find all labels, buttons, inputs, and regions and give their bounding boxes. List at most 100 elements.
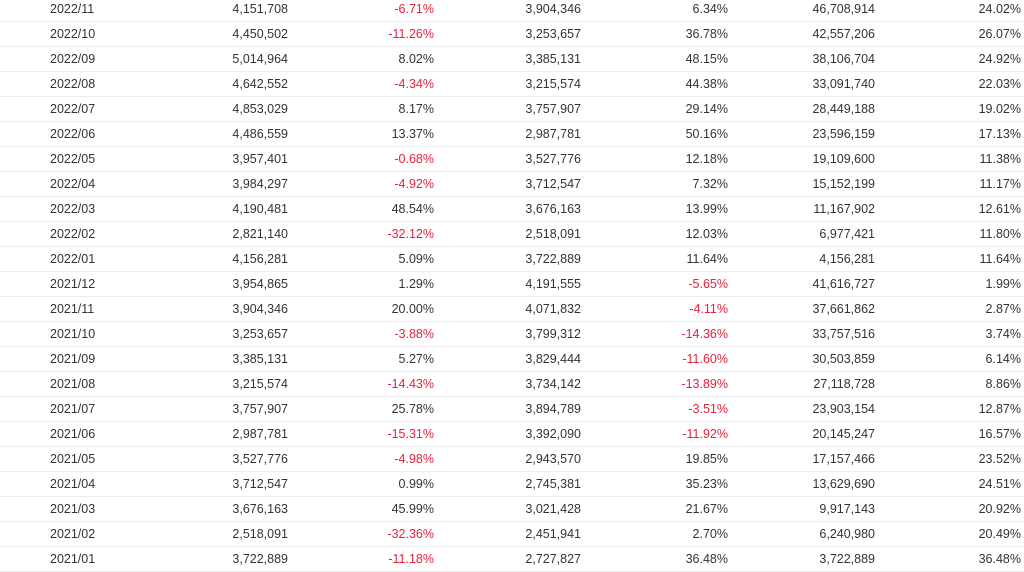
percent-1-cell: -6.71% <box>394 2 434 16</box>
percent-1-cell: -4.34% <box>394 77 434 91</box>
table-row: 2022/02 2,821,140 -32.12% 2,518,091 12.03% 6,… <box>0 222 1024 247</box>
percent-2-cell: 19.85% <box>685 452 728 466</box>
percent-2-cell: 50.16% <box>685 127 728 141</box>
percent-1-cell: 13.37% <box>391 127 434 141</box>
percent-1-cell: 20.00% <box>391 302 434 316</box>
month-cell: 2021/01 <box>50 552 96 566</box>
table-row: 2022/07 4,853,029 8.17% 3,757,907 29.14% 28,4… <box>0 97 1024 122</box>
value-2-cell: 2,745,381 <box>525 477 581 491</box>
percent-2-cell: 12.03% <box>685 227 728 241</box>
month-cell: 2022/08 <box>50 77 96 91</box>
value-2-cell: 4,071,832 <box>525 302 581 316</box>
percent-2-cell: -3.51% <box>688 402 728 416</box>
value-2-cell: 3,392,090 <box>525 427 581 441</box>
value-1-cell: 3,984,297 <box>232 177 288 191</box>
percent-3-cell: 24.92% <box>978 52 1021 66</box>
value-1-cell: 2,987,781 <box>232 427 288 441</box>
value-1-cell: 3,676,163 <box>232 502 288 516</box>
table-row: 2022/10 4,450,502 -11.26% 3,253,657 36.78% 42… <box>0 22 1024 47</box>
month-cell: 2022/03 <box>50 202 96 216</box>
value-1-cell: 4,151,708 <box>232 2 288 16</box>
percent-3-cell: 26.07% <box>978 27 1021 41</box>
value-3-cell: 15,152,199 <box>812 177 875 191</box>
table-row: 2021/11 3,904,346 20.00% 4,071,832 -4.11% 37,… <box>0 297 1024 322</box>
value-2-cell: 2,518,091 <box>525 227 581 241</box>
percent-1-cell: 5.27% <box>398 352 434 366</box>
table-row: 2021/12 3,954,865 1.29% 4,191,555 -5.65% 41,6… <box>0 272 1024 297</box>
percent-2-cell: 48.15% <box>685 52 728 66</box>
value-3-cell: 28,449,188 <box>812 102 875 116</box>
value-2-cell: 3,253,657 <box>525 27 581 41</box>
table-row: 2021/09 3,385,131 5.27% 3,829,444 -11.60% 30,… <box>0 347 1024 372</box>
percent-1-cell: -32.12% <box>387 227 434 241</box>
percent-2-cell: 44.38% <box>685 77 728 91</box>
percent-3-cell: 11.64% <box>979 252 1021 266</box>
month-cell: 2021/08 <box>50 377 96 391</box>
percent-2-cell: 11.64% <box>686 252 728 266</box>
month-cell: 2021/04 <box>50 477 96 491</box>
value-2-cell: 3,894,789 <box>525 402 581 416</box>
value-1-cell: 2,821,140 <box>232 227 288 241</box>
value-3-cell: 33,757,516 <box>812 327 875 341</box>
percent-2-cell: 36.48% <box>685 552 728 566</box>
percent-2-cell: -5.65% <box>688 277 728 291</box>
percent-1-cell: 1.29% <box>398 277 434 291</box>
value-1-cell: 3,215,574 <box>232 377 288 391</box>
value-3-cell: 37,661,862 <box>812 302 875 316</box>
value-3-cell: 9,917,143 <box>819 502 875 516</box>
percent-2-cell: 6.34% <box>692 2 728 16</box>
percent-2-cell: 7.32% <box>692 177 728 191</box>
percent-3-cell: 12.61% <box>978 202 1021 216</box>
table-row: 2022/04 3,984,297 -4.92% 3,712,547 7.32% 15,1… <box>0 172 1024 197</box>
value-3-cell: 6,240,980 <box>819 527 875 541</box>
value-1-cell: 4,190,481 <box>232 202 288 216</box>
percent-1-cell: -14.43% <box>387 377 434 391</box>
percent-3-cell: 19.02% <box>978 102 1021 116</box>
value-1-cell: 3,527,776 <box>232 452 288 466</box>
month-cell: 2021/12 <box>50 277 96 291</box>
month-cell: 2021/02 <box>50 527 96 541</box>
value-3-cell: 30,503,859 <box>812 352 875 366</box>
value-1-cell: 4,853,029 <box>232 102 288 116</box>
percent-2-cell: -11.92% <box>682 427 728 441</box>
value-1-cell: 3,904,346 <box>232 302 288 316</box>
month-cell: 2022/10 <box>50 27 96 41</box>
value-2-cell: 2,943,570 <box>525 452 581 466</box>
percent-2-cell: -14.36% <box>681 327 728 341</box>
table-row: 2021/02 2,518,091 -32.36% 2,451,941 2.70% 6,2… <box>0 522 1024 547</box>
percent-2-cell: 36.78% <box>685 27 728 41</box>
percent-1-cell: 25.78% <box>391 402 434 416</box>
month-cell: 2021/06 <box>50 427 96 441</box>
percent-2-cell: 13.99% <box>685 202 728 216</box>
table-row: 2022/05 3,957,401 -0.68% 3,527,776 12.18% 19,… <box>0 147 1024 172</box>
value-3-cell: 41,616,727 <box>812 277 875 291</box>
percent-3-cell: 17.13% <box>978 127 1021 141</box>
percent-1-cell: 5.09% <box>398 252 434 266</box>
value-2-cell: 3,722,889 <box>525 252 581 266</box>
value-1-cell: 5,014,964 <box>232 52 288 66</box>
percent-1-cell: 0.99% <box>398 477 434 491</box>
percent-3-cell: 20.92% <box>978 502 1021 516</box>
table-row: 2021/06 2,987,781 -15.31% 3,392,090 -11.92% 2… <box>0 422 1024 447</box>
table-row: 2021/08 3,215,574 -14.43% 3,734,142 -13.89% 2… <box>0 372 1024 397</box>
percent-3-cell: 24.02% <box>978 2 1021 16</box>
percent-3-cell: 8.86% <box>985 377 1021 391</box>
value-3-cell: 23,903,154 <box>812 402 875 416</box>
percent-3-cell: 23.52% <box>978 452 1021 466</box>
percent-1-cell: -32.36% <box>387 527 434 541</box>
value-2-cell: 3,385,131 <box>525 52 581 66</box>
table-row: 2021/04 3,712,547 0.99% 2,745,381 35.23% 13,6… <box>0 472 1024 497</box>
month-cell: 2022/11 <box>50 2 95 16</box>
value-1-cell: 4,486,559 <box>232 127 288 141</box>
value-1-cell: 3,712,547 <box>232 477 288 491</box>
value-2-cell: 3,799,312 <box>525 327 581 341</box>
value-2-cell: 3,527,776 <box>525 152 581 166</box>
value-3-cell: 38,106,704 <box>812 52 875 66</box>
value-3-cell: 17,157,466 <box>812 452 875 466</box>
percent-1-cell: 48.54% <box>391 202 434 216</box>
month-cell: 2022/05 <box>50 152 96 166</box>
table-row: 2021/03 3,676,163 45.99% 3,021,428 21.67% 9,9… <box>0 497 1024 522</box>
percent-1-cell: 8.17% <box>398 102 434 116</box>
month-cell: 2022/07 <box>50 102 96 116</box>
percent-3-cell: 3.74% <box>985 327 1021 341</box>
